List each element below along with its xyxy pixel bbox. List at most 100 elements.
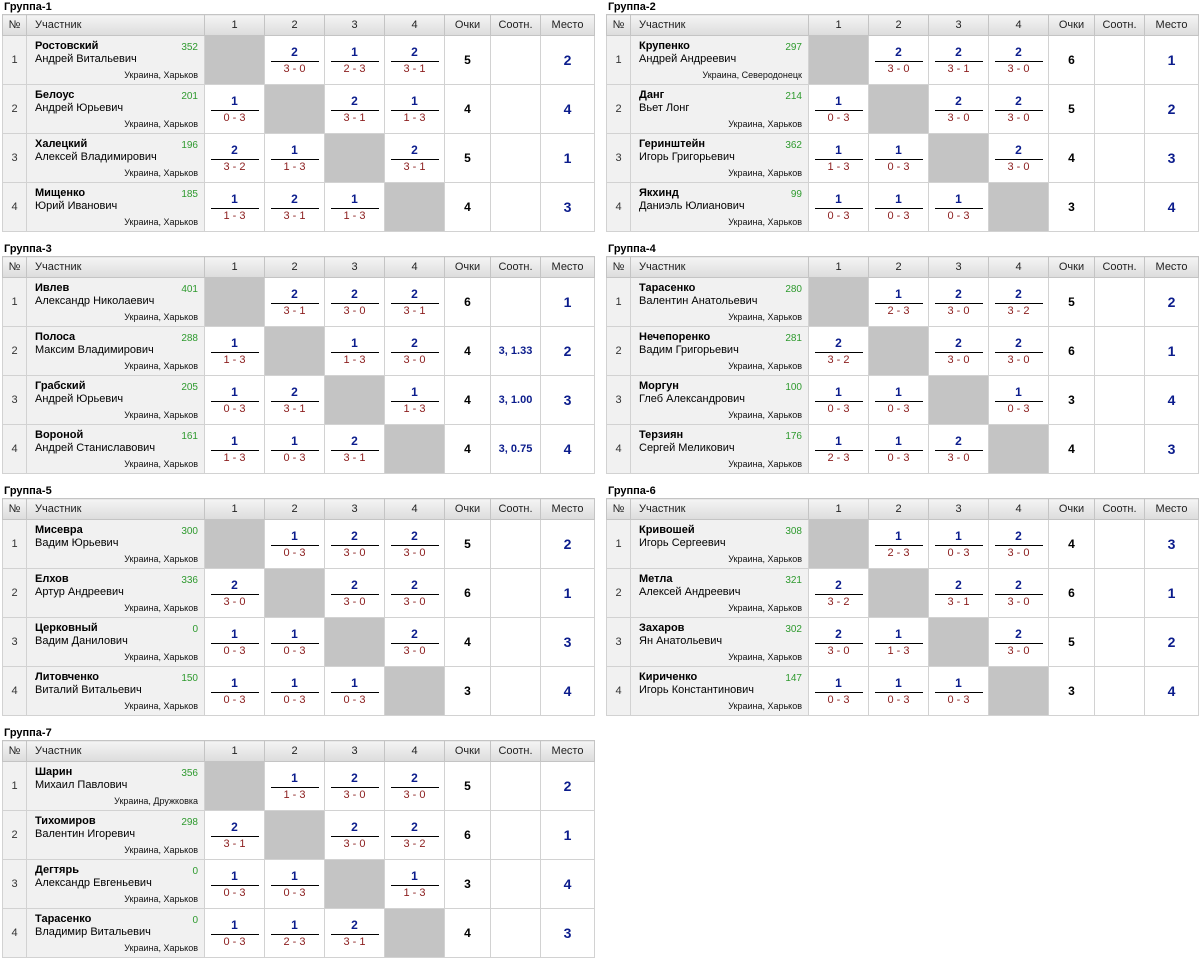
header-col-4[interactable]: 4 xyxy=(384,740,445,762)
header-col-4[interactable]: 4 xyxy=(988,498,1049,520)
match-result[interactable]: 1 0 - 3 xyxy=(204,617,265,667)
match-result[interactable]: 2 3 - 2 xyxy=(808,568,869,618)
match-result[interactable]: 1 0 - 3 xyxy=(928,666,989,716)
header-col-2[interactable]: 2 xyxy=(868,14,929,36)
match-result[interactable]: 2 3 - 0 xyxy=(988,84,1049,134)
match-result[interactable]: 1 0 - 3 xyxy=(928,519,989,569)
match-result[interactable]: 1 1 - 3 xyxy=(264,133,325,183)
header-col-4[interactable]: 4 xyxy=(384,498,445,520)
player-surname[interactable]: Тарасенко xyxy=(35,913,92,925)
header-no[interactable]: № xyxy=(2,498,27,520)
match-result[interactable]: 2 3 - 0 xyxy=(988,519,1049,569)
header-no[interactable]: № xyxy=(2,14,27,36)
match-result[interactable]: 2 3 - 1 xyxy=(324,84,385,134)
header-place[interactable]: Место xyxy=(540,740,595,762)
match-result[interactable]: 2 3 - 0 xyxy=(204,568,265,618)
match-result[interactable]: 1 0 - 3 xyxy=(868,182,929,232)
match-result[interactable]: 1 2 - 3 xyxy=(264,908,325,958)
header-place[interactable]: Место xyxy=(540,14,595,36)
header-points[interactable]: Очки xyxy=(444,740,491,762)
header-col-3[interactable]: 3 xyxy=(324,740,385,762)
player-surname[interactable]: Белоус xyxy=(35,89,75,101)
header-col-4[interactable]: 4 xyxy=(988,256,1049,278)
match-result[interactable]: 1 2 - 3 xyxy=(868,277,929,327)
match-result[interactable]: 1 0 - 3 xyxy=(868,666,929,716)
header-points[interactable]: Очки xyxy=(1048,498,1095,520)
header-no[interactable]: № xyxy=(606,498,631,520)
header-ratio[interactable]: Соотн. xyxy=(490,256,541,278)
match-result[interactable]: 2 3 - 0 xyxy=(988,133,1049,183)
match-result[interactable]: 2 3 - 1 xyxy=(264,182,325,232)
header-place[interactable]: Место xyxy=(1144,14,1199,36)
match-result[interactable]: 2 3 - 0 xyxy=(324,761,385,811)
player-surname[interactable]: Якхинд xyxy=(639,187,679,199)
header-player[interactable]: Участник xyxy=(26,740,205,762)
player-surname[interactable]: Полоса xyxy=(35,331,76,343)
match-result[interactable]: 1 1 - 3 xyxy=(324,182,385,232)
header-place[interactable]: Место xyxy=(540,498,595,520)
match-result[interactable]: 1 0 - 3 xyxy=(264,859,325,909)
match-result[interactable]: 2 3 - 0 xyxy=(928,424,989,474)
match-result[interactable]: 2 3 - 0 xyxy=(808,617,869,667)
match-result[interactable]: 2 3 - 0 xyxy=(988,326,1049,376)
header-col-3[interactable]: 3 xyxy=(928,256,989,278)
player-surname[interactable]: Елхов xyxy=(35,573,69,585)
header-ratio[interactable]: Соотн. xyxy=(490,498,541,520)
match-result[interactable]: 1 1 - 3 xyxy=(264,761,325,811)
match-result[interactable]: 2 3 - 1 xyxy=(264,375,325,425)
header-ratio[interactable]: Соотн. xyxy=(490,14,541,36)
header-col-1[interactable]: 1 xyxy=(808,498,869,520)
header-no[interactable]: № xyxy=(2,256,27,278)
match-result[interactable]: 2 3 - 1 xyxy=(384,277,445,327)
match-result[interactable]: 2 3 - 2 xyxy=(384,810,445,860)
match-result[interactable]: 1 0 - 3 xyxy=(868,375,929,425)
header-col-1[interactable]: 1 xyxy=(808,14,869,36)
match-result[interactable]: 1 2 - 3 xyxy=(808,424,869,474)
player-surname[interactable]: Ивлев xyxy=(35,282,70,294)
match-result[interactable]: 1 0 - 3 xyxy=(204,375,265,425)
header-col-1[interactable]: 1 xyxy=(204,256,265,278)
match-result[interactable]: 2 3 - 1 xyxy=(324,908,385,958)
header-col-1[interactable]: 1 xyxy=(204,14,265,36)
match-result[interactable]: 1 2 - 3 xyxy=(324,35,385,85)
player-surname[interactable]: Церковный xyxy=(35,622,98,634)
header-no[interactable]: № xyxy=(606,256,631,278)
header-points[interactable]: Очки xyxy=(444,14,491,36)
match-result[interactable]: 1 0 - 3 xyxy=(264,666,325,716)
header-col-3[interactable]: 3 xyxy=(324,498,385,520)
match-result[interactable]: 2 3 - 0 xyxy=(324,519,385,569)
match-result[interactable]: 2 3 - 1 xyxy=(264,277,325,327)
match-result[interactable]: 2 3 - 0 xyxy=(988,617,1049,667)
match-result[interactable]: 1 0 - 3 xyxy=(988,375,1049,425)
match-result[interactable]: 1 0 - 3 xyxy=(868,133,929,183)
match-result[interactable]: 1 0 - 3 xyxy=(868,424,929,474)
header-player[interactable]: Участник xyxy=(630,256,809,278)
match-result[interactable]: 2 3 - 0 xyxy=(384,326,445,376)
player-surname[interactable]: Геринштейн xyxy=(639,138,705,150)
match-result[interactable]: 1 0 - 3 xyxy=(204,908,265,958)
match-result[interactable]: 2 3 - 0 xyxy=(324,277,385,327)
header-col-3[interactable]: 3 xyxy=(324,14,385,36)
header-col-4[interactable]: 4 xyxy=(988,14,1049,36)
match-result[interactable]: 2 3 - 1 xyxy=(384,35,445,85)
player-surname[interactable]: Кириченко xyxy=(639,671,698,683)
match-result[interactable]: 2 3 - 0 xyxy=(928,277,989,327)
match-result[interactable]: 2 3 - 0 xyxy=(324,568,385,618)
header-col-3[interactable]: 3 xyxy=(928,14,989,36)
match-result[interactable]: 2 3 - 0 xyxy=(384,617,445,667)
match-result[interactable]: 1 0 - 3 xyxy=(808,84,869,134)
player-surname[interactable]: Нечепоренко xyxy=(639,331,711,343)
header-ratio[interactable]: Соотн. xyxy=(490,740,541,762)
match-result[interactable]: 1 1 - 3 xyxy=(384,859,445,909)
header-points[interactable]: Очки xyxy=(444,256,491,278)
header-no[interactable]: № xyxy=(606,14,631,36)
match-result[interactable]: 2 3 - 1 xyxy=(324,424,385,474)
header-col-2[interactable]: 2 xyxy=(264,740,325,762)
match-result[interactable]: 1 0 - 3 xyxy=(808,666,869,716)
header-place[interactable]: Место xyxy=(540,256,595,278)
match-result[interactable]: 1 0 - 3 xyxy=(808,182,869,232)
header-points[interactable]: Очки xyxy=(1048,14,1095,36)
match-result[interactable]: 1 2 - 3 xyxy=(868,519,929,569)
header-place[interactable]: Место xyxy=(1144,256,1199,278)
player-surname[interactable]: Крупенко xyxy=(639,40,690,52)
